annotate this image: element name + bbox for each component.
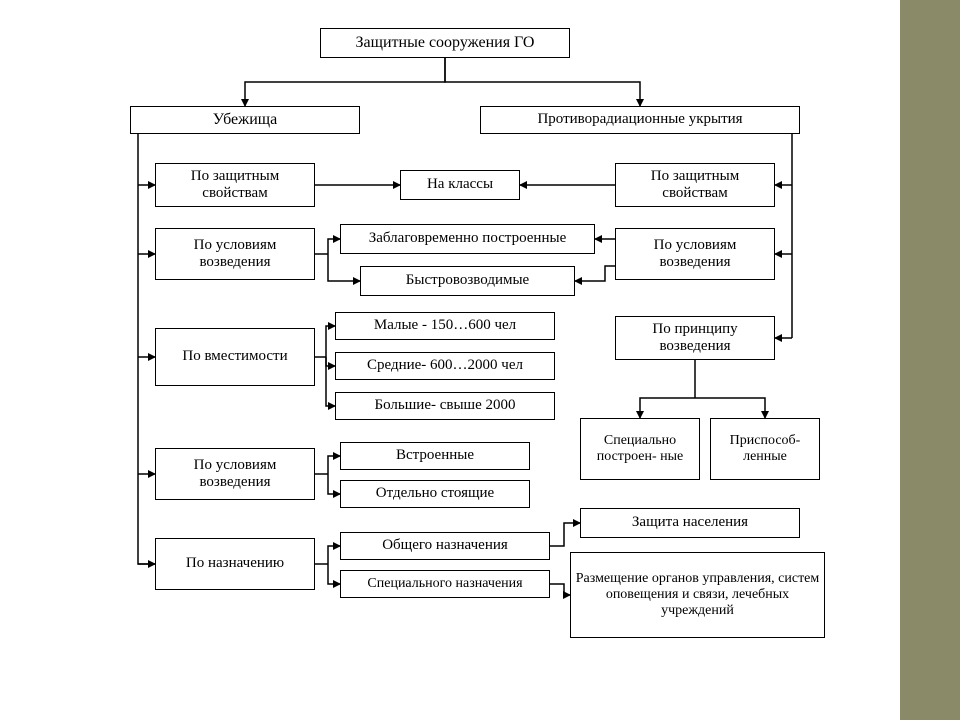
node-r_prot: По защитным свойствам xyxy=(615,163,775,207)
node-adapted: Приспособ- ленные xyxy=(710,418,820,480)
edge-forkcap-cap_m xyxy=(326,357,335,366)
classification-diagram: Защитные сооружения ГО Убежища Противоради… xyxy=(60,18,880,708)
node-l_cap: По вместимости xyxy=(155,328,315,386)
node-l_prot: По защитным свойствам xyxy=(155,163,315,207)
edge-general-popprot xyxy=(550,523,580,546)
edge-root-prus xyxy=(445,58,640,106)
edge-fork1-prebuilt xyxy=(328,239,340,254)
edge-fork2-builtin xyxy=(328,456,340,474)
node-r_princ: По принципу возведения xyxy=(615,316,775,360)
edge-forkcap-cap_s xyxy=(326,326,335,357)
edge-r_cond-quick xyxy=(575,266,615,281)
edge-forkp-special xyxy=(640,398,695,418)
edge-fork3-specpurp xyxy=(328,564,340,584)
edge-forkp-adapted xyxy=(695,398,765,418)
node-popprot: Защита населения xyxy=(580,508,800,538)
node-l_purp: По назначению xyxy=(155,538,315,590)
node-builtin: Встроенные xyxy=(340,442,530,470)
node-l_cond2: По условиям возведения xyxy=(155,448,315,500)
edge-specpurp-orgs xyxy=(550,584,570,595)
node-l_cond1: По условиям возведения xyxy=(155,228,315,280)
node-prus: Противорадиационные укрытия xyxy=(480,106,800,134)
node-specpurp: Специального назначения xyxy=(340,570,550,598)
edge-fork1-quick xyxy=(328,254,360,281)
edge-root-shelters xyxy=(245,58,445,106)
edge-shelters-bus_l xyxy=(138,134,155,564)
node-shelters: Убежища xyxy=(130,106,360,134)
node-prebuilt: Заблаговременно построенные xyxy=(340,224,595,254)
edge-fork3-general xyxy=(328,546,340,564)
node-classes: На классы xyxy=(400,170,520,200)
decorative-sidebar xyxy=(900,0,960,720)
node-orgs: Размещение органов управления, систем оп… xyxy=(570,552,825,638)
node-root: Защитные сооружения ГО xyxy=(320,28,570,58)
edge-fork2-detached xyxy=(328,474,340,494)
node-detached: Отдельно стоящие xyxy=(340,480,530,508)
node-cap_m: Средние- 600…2000 чел xyxy=(335,352,555,380)
edge-forkcap-cap_l xyxy=(326,357,335,406)
node-quick: Быстровозводимые xyxy=(360,266,575,296)
node-cap_l: Большие- свыше 2000 xyxy=(335,392,555,420)
node-cap_s: Малые - 150…600 чел xyxy=(335,312,555,340)
node-special: Специально построен- ные xyxy=(580,418,700,480)
page-frame: Защитные сооружения ГО Убежища Противоради… xyxy=(0,0,960,720)
node-general: Общего назначения xyxy=(340,532,550,560)
node-r_cond: По условиям возведения xyxy=(615,228,775,280)
